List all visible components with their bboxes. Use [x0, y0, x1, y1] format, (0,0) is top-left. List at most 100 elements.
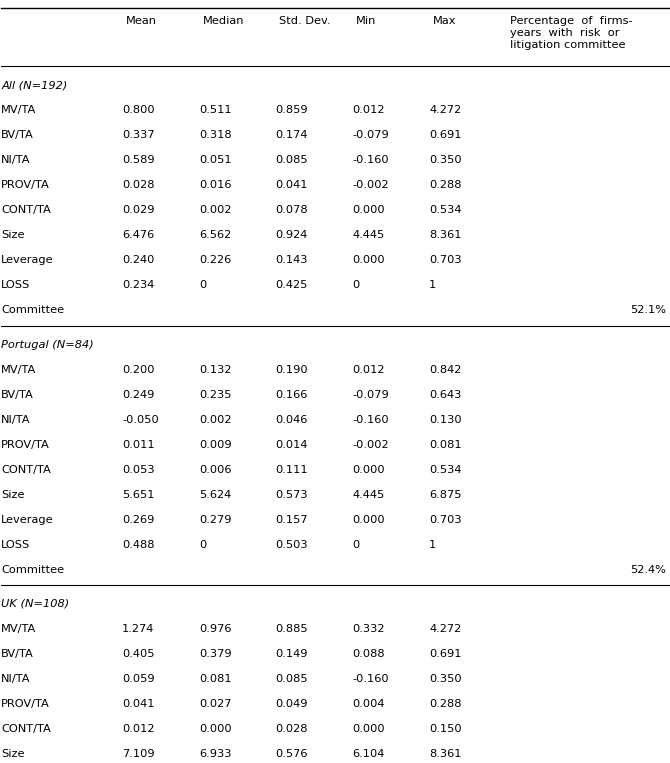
Text: 1.274: 1.274: [122, 624, 154, 634]
Text: BV/TA: BV/TA: [1, 649, 34, 659]
Text: 0.240: 0.240: [122, 255, 154, 266]
Text: Committee: Committee: [1, 565, 64, 575]
Text: 0.000: 0.000: [352, 205, 385, 215]
Text: 0.085: 0.085: [275, 155, 308, 166]
Text: 0.051: 0.051: [199, 155, 231, 166]
Text: 0.014: 0.014: [275, 439, 308, 449]
Text: MV/TA: MV/TA: [1, 105, 36, 115]
Text: 0: 0: [352, 280, 360, 290]
Text: Min: Min: [356, 16, 377, 27]
Text: 0.379: 0.379: [199, 649, 231, 659]
Text: 0.350: 0.350: [429, 674, 462, 684]
Text: Size: Size: [1, 749, 25, 759]
Text: 0.249: 0.249: [122, 390, 154, 400]
Text: 0.002: 0.002: [199, 205, 231, 215]
Text: Committee: Committee: [1, 305, 64, 315]
Text: Median: Median: [202, 16, 244, 27]
Text: 6.933: 6.933: [199, 749, 231, 759]
Text: 0.350: 0.350: [429, 155, 462, 166]
Text: 0.059: 0.059: [122, 674, 155, 684]
Text: 0.028: 0.028: [275, 724, 308, 734]
Text: 5.651: 5.651: [122, 490, 155, 500]
Text: 0.085: 0.085: [275, 674, 308, 684]
Text: -0.079: -0.079: [352, 130, 389, 140]
Text: 0.174: 0.174: [275, 130, 308, 140]
Text: 0.012: 0.012: [352, 365, 385, 375]
Text: 0.703: 0.703: [429, 255, 462, 266]
Text: 0.000: 0.000: [352, 465, 385, 475]
Text: 0.166: 0.166: [275, 390, 308, 400]
Text: 0.200: 0.200: [122, 365, 155, 375]
Text: 0.081: 0.081: [429, 439, 462, 449]
Text: Leverage: Leverage: [1, 514, 54, 525]
Text: 0.049: 0.049: [275, 699, 308, 709]
Text: 7.109: 7.109: [122, 749, 155, 759]
Text: 6.476: 6.476: [122, 230, 154, 240]
Text: 0.511: 0.511: [199, 105, 231, 115]
Text: 6.562: 6.562: [199, 230, 231, 240]
Text: 0.143: 0.143: [275, 255, 308, 266]
Text: 0.130: 0.130: [429, 414, 462, 424]
Text: 0.000: 0.000: [352, 514, 385, 525]
Text: Mean: Mean: [126, 16, 157, 27]
Text: 4.445: 4.445: [352, 230, 385, 240]
Text: 0.691: 0.691: [429, 649, 462, 659]
Text: CONT/TA: CONT/TA: [1, 465, 51, 475]
Text: 0.006: 0.006: [199, 465, 231, 475]
Text: 0.332: 0.332: [352, 624, 385, 634]
Text: 0.405: 0.405: [122, 649, 155, 659]
Text: 1: 1: [429, 280, 436, 290]
Text: PROV/TA: PROV/TA: [1, 180, 50, 190]
Text: 0.088: 0.088: [352, 649, 385, 659]
Text: 0.012: 0.012: [352, 105, 385, 115]
Text: Max: Max: [433, 16, 456, 27]
Text: Std. Dev.: Std. Dev.: [279, 16, 331, 27]
Text: 5.624: 5.624: [199, 490, 231, 500]
Text: 1: 1: [429, 539, 436, 549]
Text: LOSS: LOSS: [1, 280, 30, 290]
Text: Size: Size: [1, 230, 25, 240]
Text: 0.534: 0.534: [429, 205, 462, 215]
Text: 0.576: 0.576: [275, 749, 308, 759]
Text: 0.081: 0.081: [199, 674, 231, 684]
Text: 8.361: 8.361: [429, 230, 462, 240]
Text: 0.279: 0.279: [199, 514, 231, 525]
Text: 6.104: 6.104: [352, 749, 385, 759]
Text: -0.050: -0.050: [122, 414, 159, 424]
Text: 6.875: 6.875: [429, 490, 462, 500]
Text: NI/TA: NI/TA: [1, 414, 31, 424]
Text: Size: Size: [1, 490, 25, 500]
Text: UK (N=108): UK (N=108): [1, 599, 70, 609]
Text: 0.269: 0.269: [122, 514, 154, 525]
Text: MV/TA: MV/TA: [1, 365, 36, 375]
Text: 52.1%: 52.1%: [630, 305, 666, 315]
Text: 0.842: 0.842: [429, 365, 462, 375]
Text: 0.149: 0.149: [275, 649, 308, 659]
Text: -0.160: -0.160: [352, 414, 389, 424]
Text: 0.924: 0.924: [275, 230, 308, 240]
Text: 0.111: 0.111: [275, 465, 308, 475]
Text: 0.078: 0.078: [275, 205, 308, 215]
Text: 0: 0: [352, 539, 360, 549]
Text: NI/TA: NI/TA: [1, 674, 31, 684]
Text: 0.016: 0.016: [199, 180, 231, 190]
Text: MV/TA: MV/TA: [1, 624, 36, 634]
Text: 0.503: 0.503: [275, 539, 308, 549]
Text: 0.000: 0.000: [352, 255, 385, 266]
Text: NI/TA: NI/TA: [1, 155, 31, 166]
Text: 0.157: 0.157: [275, 514, 308, 525]
Text: -0.002: -0.002: [352, 180, 389, 190]
Text: 0.488: 0.488: [122, 539, 155, 549]
Text: 8.361: 8.361: [429, 749, 462, 759]
Text: -0.160: -0.160: [352, 674, 389, 684]
Text: BV/TA: BV/TA: [1, 130, 34, 140]
Text: 0.534: 0.534: [429, 465, 462, 475]
Text: 0.226: 0.226: [199, 255, 231, 266]
Text: PROV/TA: PROV/TA: [1, 699, 50, 709]
Text: 0.046: 0.046: [275, 414, 308, 424]
Text: 0.885: 0.885: [275, 624, 308, 634]
Text: 0.027: 0.027: [199, 699, 231, 709]
Text: 4.445: 4.445: [352, 490, 385, 500]
Text: -0.002: -0.002: [352, 439, 389, 449]
Text: 0.643: 0.643: [429, 390, 462, 400]
